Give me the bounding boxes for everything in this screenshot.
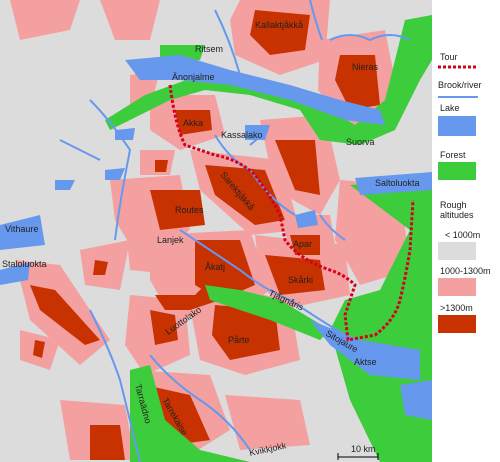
place-label: Aktse	[354, 357, 377, 367]
place-label: Kassalako	[221, 130, 263, 140]
lake	[0, 55, 432, 420]
place-label: Vithaure	[5, 224, 38, 234]
scale-label: 10 km	[351, 444, 376, 454]
legend-lake-swatch	[438, 116, 476, 136]
place-label: Akka	[183, 118, 203, 128]
place-label: Saltoluokta	[375, 178, 420, 188]
place-label: Nieras	[352, 62, 379, 72]
legend-label: 1000-1300m	[440, 266, 491, 276]
legend-label: Lake	[440, 103, 460, 113]
legend-label: Tour	[440, 52, 458, 62]
place-label: Routes	[175, 205, 204, 215]
place-label: Kallaktjåkkå	[255, 20, 303, 30]
place-label: Lanjek	[157, 235, 184, 245]
legend-label: Forest	[440, 150, 466, 160]
legend-label: >1300m	[440, 303, 473, 313]
legend-mid-swatch	[438, 278, 476, 296]
place-label: Åkatj	[205, 262, 225, 272]
legend-high-swatch	[438, 315, 476, 333]
place-label: Skårki	[288, 275, 313, 285]
legend-forest-swatch	[438, 162, 476, 180]
high-altitude	[30, 10, 380, 460]
legend-label: Brook/river	[438, 80, 482, 90]
place-label: Apar	[293, 239, 312, 249]
legend-label: < 1000m	[445, 230, 481, 240]
tour-route	[168, 84, 415, 342]
place-label: Änonjalme	[172, 72, 215, 82]
river	[59, 0, 411, 462]
legend-label: Rough altitudes	[440, 200, 474, 220]
place-label: Staloluokta	[2, 259, 47, 269]
place-label: Suorva	[346, 137, 375, 147]
place-label: Pårte	[228, 335, 250, 345]
place-label: Ritsem	[195, 44, 223, 54]
legend-low-swatch	[438, 242, 476, 260]
